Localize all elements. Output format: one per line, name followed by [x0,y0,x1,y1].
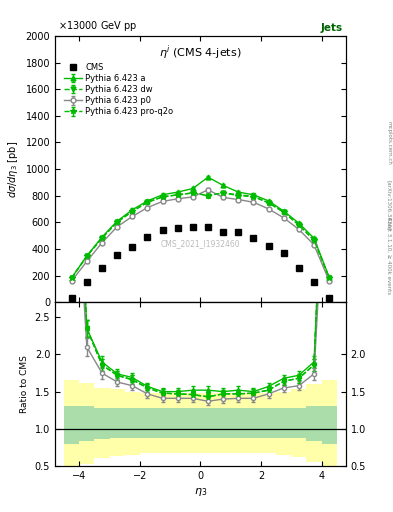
CMS [130,244,135,250]
CMS [99,265,104,271]
Legend: CMS, Pythia 6.423 a, Pythia 6.423 dw, Pythia 6.423 p0, Pythia 6.423 pro-q2o: CMS, Pythia 6.423 a, Pythia 6.423 dw, Py… [62,61,175,118]
Text: Jets: Jets [321,23,343,33]
CMS [145,234,150,240]
Text: [arXiv:1306.3436]: [arXiv:1306.3436] [386,180,391,230]
CMS [221,229,226,236]
CMS [327,295,332,302]
Text: $\eta^i$ (CMS 4-jets): $\eta^i$ (CMS 4-jets) [159,44,242,62]
CMS [69,295,74,302]
Text: Rivet 3.1.10, ≥ 400k events: Rivet 3.1.10, ≥ 400k events [386,218,391,294]
Y-axis label: $d\sigma/d\eta_3\ \mathrm{[pb]}$: $d\sigma/d\eta_3\ \mathrm{[pb]}$ [6,141,20,198]
CMS [236,229,241,236]
Text: mcplots.cern.ch: mcplots.cern.ch [386,121,391,165]
Line: CMS: CMS [68,224,332,302]
CMS [206,224,210,230]
CMS [175,225,180,231]
CMS [297,265,301,271]
CMS [312,279,316,285]
CMS [191,224,195,230]
CMS [115,252,119,258]
CMS [84,280,89,286]
CMS [281,250,286,256]
CMS [251,236,256,242]
CMS [266,243,271,249]
Y-axis label: Ratio to CMS: Ratio to CMS [20,355,29,413]
Text: CMS_2021_I1932460: CMS_2021_I1932460 [161,239,240,248]
Text: $\times$13000 GeV pp: $\times$13000 GeV pp [58,19,138,33]
CMS [160,227,165,233]
X-axis label: $\eta_3$: $\eta_3$ [194,486,207,498]
